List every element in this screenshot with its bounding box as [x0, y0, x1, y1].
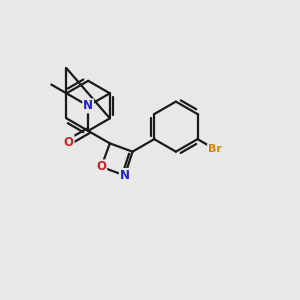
- Text: O: O: [96, 160, 106, 173]
- Text: Br: Br: [208, 144, 222, 154]
- Text: N: N: [120, 169, 130, 182]
- Text: N: N: [83, 99, 93, 112]
- Text: O: O: [64, 136, 74, 148]
